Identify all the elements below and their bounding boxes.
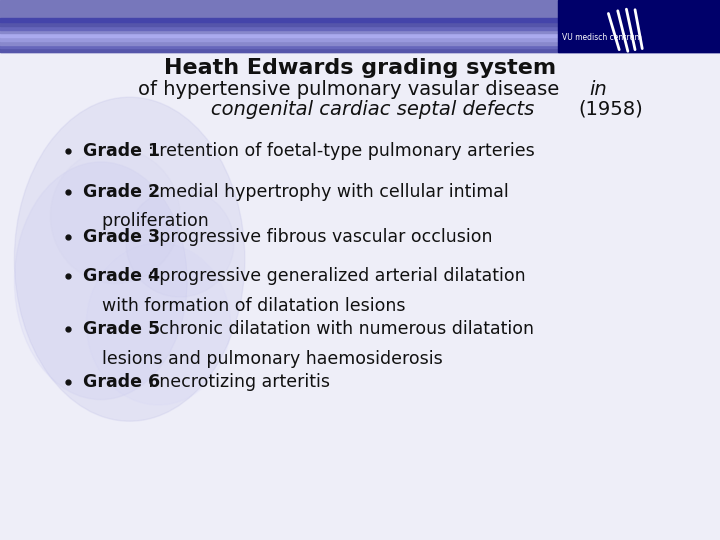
Text: Grade 6: Grade 6 (83, 373, 160, 391)
Text: Grade 3: Grade 3 (83, 227, 160, 246)
Text: proliferation: proliferation (91, 212, 210, 231)
Ellipse shape (14, 97, 245, 421)
Ellipse shape (86, 243, 230, 405)
Bar (0, 22, 720, 26)
Bar (0, 37, 720, 41)
Text: lesions and pulmonary haemosiderosis: lesions and pulmonary haemosiderosis (91, 350, 444, 368)
Text: : medial hypertrophy with cellular intimal: : medial hypertrophy with cellular intim… (148, 183, 508, 201)
Bar (0, 0, 720, 52)
Text: Grade 2: Grade 2 (83, 183, 160, 201)
Text: Heath Edwards grading system: Heath Edwards grading system (164, 57, 556, 78)
Text: Grade 1: Grade 1 (83, 142, 160, 160)
Bar (0, 33, 720, 37)
Text: : necrotizing arteritis: : necrotizing arteritis (148, 373, 330, 391)
Text: congenital cardiac septal defects: congenital cardiac septal defects (182, 99, 538, 119)
Bar (558, 0, 720, 52)
Ellipse shape (126, 189, 234, 297)
Text: : retention of foetal-type pulmonary arteries: : retention of foetal-type pulmonary art… (148, 142, 534, 160)
Bar (0, 30, 720, 33)
Text: of hypertensive pulmonary vasular disease: of hypertensive pulmonary vasular diseas… (138, 79, 582, 99)
Text: : progressive generalized arterial dilatation: : progressive generalized arterial dilat… (148, 267, 525, 286)
Bar (0, 45, 720, 48)
Bar (0, 18, 720, 22)
Text: in: in (589, 79, 607, 99)
Text: VU medisch centrum: VU medisch centrum (562, 33, 642, 42)
Text: with formation of dilatation lesions: with formation of dilatation lesions (91, 297, 406, 315)
Bar (0, 26, 720, 30)
Text: Grade 4: Grade 4 (83, 267, 160, 286)
Text: Grade 5: Grade 5 (83, 320, 160, 339)
Ellipse shape (50, 148, 180, 284)
Text: (1958): (1958) (578, 99, 643, 119)
Bar (0, 41, 720, 45)
Bar (0, 48, 720, 52)
Text: : chronic dilatation with numerous dilatation: : chronic dilatation with numerous dilat… (148, 320, 534, 339)
Ellipse shape (14, 162, 187, 400)
Text: : progressive fibrous vascular occlusion: : progressive fibrous vascular occlusion (148, 227, 492, 246)
